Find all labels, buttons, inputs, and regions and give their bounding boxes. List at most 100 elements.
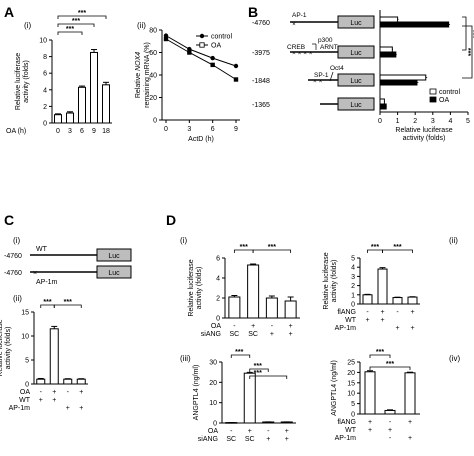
chart-c-ii-cond-label-0: OA bbox=[20, 389, 30, 396]
chart-d-iii-sig-label-1: *** bbox=[254, 363, 262, 370]
chart-b-site-sp1: SP-1 bbox=[314, 72, 329, 79]
chart-a-i-ytick-label-0: 0 bbox=[43, 121, 47, 128]
chart-a-i-ytick-label-4: 8 bbox=[43, 54, 47, 61]
chart-d-ii-cond-mark-2-3: + bbox=[410, 325, 414, 332]
chart-c-ii-cond-mark-2-2: + bbox=[66, 405, 70, 412]
chart-b-sig-bracket-0 bbox=[462, 16, 467, 51]
chart-a-ii-point-0-2 bbox=[210, 55, 215, 61]
chart-d-ii-bar-3 bbox=[407, 296, 418, 305]
panel-label-c: C bbox=[4, 212, 14, 228]
chart-a-i-sig-label-2: *** bbox=[66, 26, 74, 33]
chart-b-site-x-0: × bbox=[292, 21, 296, 28]
chart-b-bar-control-1 bbox=[379, 46, 393, 53]
chart-d-iii-sublabel: (iii) bbox=[180, 354, 191, 363]
chart-b-legend-label-0: control bbox=[439, 89, 460, 96]
chart-b-sig-label-0: *** bbox=[469, 30, 474, 38]
chart-a-ii-legend-marker-0 bbox=[199, 33, 205, 39]
chart-d-ii-cond-mark-2-2: + bbox=[395, 325, 399, 332]
chart-d-ii-ytick-label-4: 4 bbox=[351, 265, 355, 272]
chart-c-ii-sig-label-0: *** bbox=[43, 299, 51, 306]
chart-d-ii-cond-mark-1-0: + bbox=[365, 317, 369, 324]
chart-d-iv: (iv) 0 5 10 15 20 25 ANGPTL4 (ng/ml) ****** flANG… bbox=[331, 349, 460, 442]
chart-b-construct-pos-3: -1365 bbox=[252, 102, 270, 109]
chart-d-iv-sig-label-0: *** bbox=[376, 349, 384, 356]
chart-d-iv-cond-mark-2-2: + bbox=[408, 435, 412, 442]
chart-c-ii-cond-label-1: WT bbox=[19, 397, 31, 404]
chart-a-ii-ytick-label-3: 60 bbox=[149, 50, 157, 57]
chart-a-i-xtick-label-3: 9 bbox=[92, 128, 96, 135]
chart-b-xlabel-1: activity (folds) bbox=[403, 135, 446, 142]
chart-d-i-sublabel: (i) bbox=[180, 236, 187, 245]
chart-a-i-xtick-label-1: 3 bbox=[68, 128, 72, 135]
chart-d-ii-bar-1 bbox=[377, 268, 388, 305]
chart-d-i-ylabel-0: Relative luciferase bbox=[188, 259, 195, 316]
chart-d-iv-ytick-label-0: 0 bbox=[351, 412, 355, 419]
chart-c-ii-cond-mark-0-0: - bbox=[40, 389, 43, 396]
chart-a-ii-xtick-label-3: 9 bbox=[234, 126, 238, 133]
chart-a-i-ylabel-1: activity (folds) bbox=[23, 60, 30, 103]
chart-d-iii-cond-label-0: OA bbox=[208, 428, 218, 435]
chart-b-sig-label-1: *** bbox=[464, 48, 471, 56]
chart-b-bar-control-2 bbox=[379, 74, 427, 81]
chart-a-ii: (ii) 0 20 40 60 80 0 3 6 9 ActD (h) Relative NOX4 re… bbox=[135, 21, 240, 143]
chart-c-ii-ylabel-1: activity (folds) bbox=[5, 327, 12, 370]
chart-a-i-xtick-label-2: 6 bbox=[80, 128, 84, 135]
chart-d-i-cond-mark-1-2: + bbox=[270, 331, 274, 338]
chart-d-i-bar-3 bbox=[284, 300, 297, 319]
chart-d-i-ytick-label-0: 0 bbox=[216, 316, 220, 323]
chart-d-i-ylabel-1: activity (folds) bbox=[196, 267, 203, 310]
diagram-c-i-name-1: AP-1m bbox=[36, 279, 58, 286]
chart-b-luc-label-0: Luc bbox=[350, 20, 362, 27]
chart-b-site-p300: p300 bbox=[318, 37, 333, 44]
chart-a-ii-legend-marker-1 bbox=[199, 42, 205, 48]
chart-b-site-creb: CREB bbox=[287, 44, 305, 51]
chart-b-xtick-label-2: 2 bbox=[413, 118, 417, 125]
chart-d-ii: (ii) 0 1 2 3 4 5 Relative luciferase activity (f… bbox=[323, 236, 458, 332]
chart-d-iv-ytick-label-1: 5 bbox=[351, 401, 355, 408]
chart-d-iv-cond-label-2: AP-1m bbox=[335, 435, 357, 442]
chart-d-i-cond-mark-0-2: - bbox=[271, 323, 274, 330]
chart-d-iii-cond-mark-1-3: + bbox=[285, 436, 289, 443]
chart-b-legend-swatch-1 bbox=[429, 96, 437, 103]
chart-a-i-ytick-label-3: 6 bbox=[43, 71, 47, 78]
chart-d-iii-ytick-label-0: 0 bbox=[213, 421, 217, 428]
chart-d-ii-sig-label-1: *** bbox=[393, 244, 401, 251]
chart-a-ii-point-1-2 bbox=[210, 62, 215, 68]
chart-d-ii-cond-mark-0-0: - bbox=[366, 309, 369, 316]
chart-b-luc-box-0 bbox=[337, 15, 375, 29]
chart-c-ii-cond-mark-0-3: + bbox=[79, 389, 83, 396]
chart-d-ii-cond-mark-0-2: - bbox=[396, 309, 399, 316]
chart-d-i-cond-mark-1-0: SC bbox=[230, 331, 240, 338]
chart-c-ii-sig-bracket-1 bbox=[53, 304, 82, 308]
chart-c-ii-ytick-label-3: 15 bbox=[21, 310, 29, 317]
chart-a-ii-xlabel: ActD (h) bbox=[188, 136, 214, 143]
chart-a-ii-ytick-label-1: 20 bbox=[149, 95, 157, 102]
chart-a-ii-ylabel-gene: NOX4 bbox=[135, 52, 142, 71]
diagram-c-i-sublabel: (i) bbox=[13, 236, 20, 245]
chart-d-i-cond-mark-0-0: - bbox=[233, 323, 236, 330]
chart-a-ii-xtick-label-2: 6 bbox=[211, 126, 215, 133]
chart-d-i-sig-label-0: *** bbox=[240, 244, 248, 251]
chart-b-construct-pos-1: -3975 bbox=[252, 50, 270, 57]
chart-c-ii-sublabel: (ii) bbox=[13, 294, 22, 303]
chart-d-iii-ytick-label-2: 20 bbox=[209, 380, 217, 387]
chart-d-i-bar-2 bbox=[265, 297, 278, 319]
chart-a-i-ytick-label-2: 4 bbox=[43, 87, 47, 94]
chart-a-i-ylabel-0: Relative luciferase bbox=[15, 53, 22, 110]
chart-b-site-arrow-2 bbox=[329, 71, 334, 82]
chart-d-iv-bar-0 bbox=[364, 371, 376, 415]
diagram-c-i-luc-label-1: Luc bbox=[108, 270, 120, 277]
chart-b-site-x-1: × × × × bbox=[292, 50, 313, 57]
chart-a-ii-ylabel: Relative NOX4 bbox=[135, 52, 142, 98]
chart-b-bar-oa-1 bbox=[379, 51, 397, 58]
chart-a-ii-legend-label-1: OA bbox=[211, 43, 221, 50]
chart-b-luc-box-2 bbox=[337, 73, 375, 87]
chart-d-ii-sig-label-0: *** bbox=[371, 244, 379, 251]
chart-d-iii-ytick-label-1: 10 bbox=[209, 400, 217, 407]
chart-a-i-sig-label-1: *** bbox=[72, 18, 80, 25]
chart-b-site-arnt: ARNT bbox=[320, 44, 338, 51]
chart-a-ii-xtick-label-1: 3 bbox=[187, 126, 191, 133]
chart-b-luc-label-1: Luc bbox=[350, 50, 362, 57]
